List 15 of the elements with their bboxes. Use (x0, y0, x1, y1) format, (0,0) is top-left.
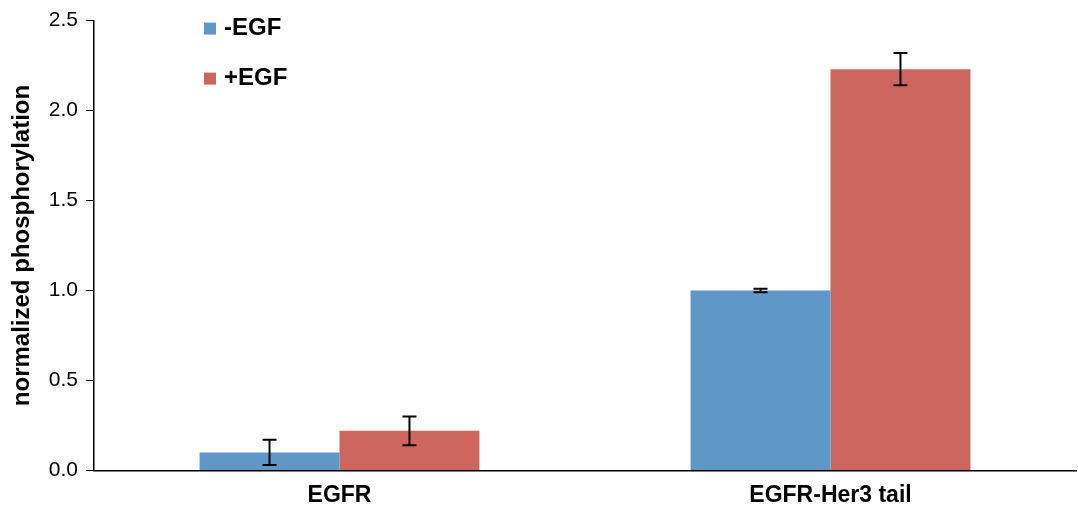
bar (690, 290, 831, 470)
x-tick-label: EGFR (307, 480, 372, 507)
legend-label: +EGF (223, 63, 288, 91)
y-tick-label: 1.0 (48, 277, 78, 301)
bar (830, 69, 971, 470)
y-axis-title: normalized phosphorylation (7, 84, 35, 407)
y-tick-label: 1.5 (48, 187, 78, 211)
y-tick-label: 0.0 (48, 457, 78, 481)
bar (339, 430, 480, 470)
legend-label: -EGF (223, 13, 282, 41)
y-tick-label: 0.5 (48, 367, 78, 391)
y-tick-label: 2.5 (48, 7, 78, 31)
y-tick-label: 2.0 (48, 97, 78, 121)
x-tick-label: EGFR-Her3 tail (749, 480, 912, 507)
bar (199, 452, 340, 470)
